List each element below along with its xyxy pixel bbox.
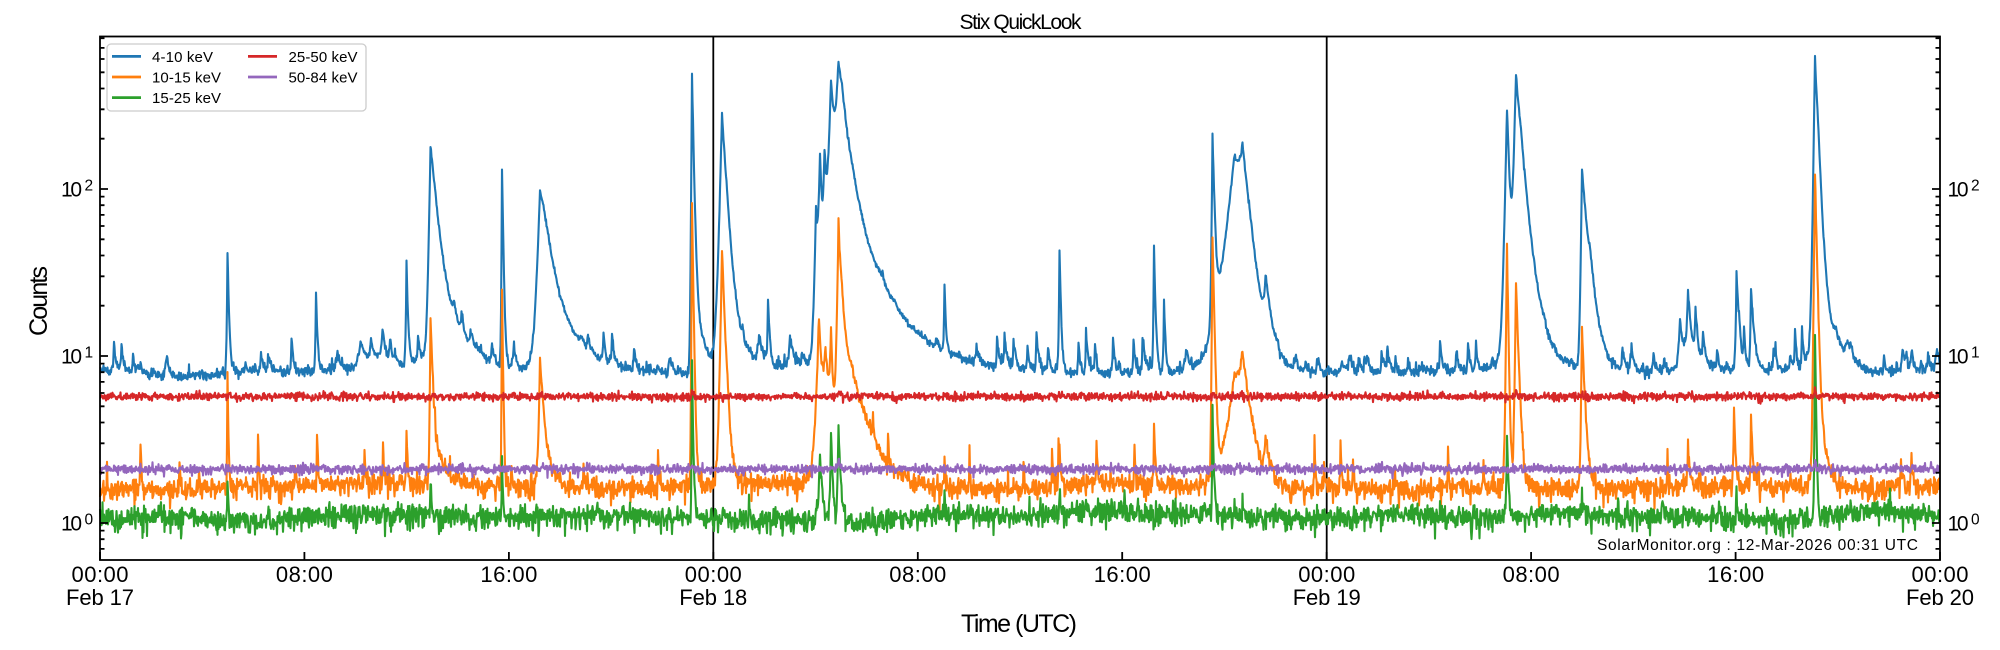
svg-text:10: 10 — [61, 513, 82, 536]
svg-text:08:00: 08:00 — [1503, 562, 1560, 587]
svg-text:1: 1 — [85, 345, 94, 362]
svg-text:10: 10 — [1948, 179, 1969, 202]
svg-text:Feb 19: Feb 19 — [1293, 585, 1361, 610]
svg-text:10: 10 — [61, 346, 82, 369]
svg-text:2: 2 — [85, 178, 94, 195]
svg-text:10: 10 — [1948, 346, 1969, 369]
svg-text:00:00: 00:00 — [1298, 562, 1355, 587]
svg-text:00:00: 00:00 — [685, 562, 742, 587]
svg-text:Feb 20: Feb 20 — [1906, 585, 1974, 610]
svg-text:0: 0 — [1971, 512, 1980, 529]
svg-text:08:00: 08:00 — [276, 562, 333, 587]
svg-text:15-25 keV: 15-25 keV — [152, 90, 221, 107]
svg-text:25-50 keV: 25-50 keV — [289, 49, 358, 66]
svg-text:10: 10 — [61, 179, 82, 202]
svg-text:10-15 keV: 10-15 keV — [152, 69, 221, 86]
svg-text:Counts: Counts — [25, 266, 53, 336]
svg-text:Feb 18: Feb 18 — [679, 585, 747, 610]
svg-text:SolarMonitor.org : 12-Mar-2026: SolarMonitor.org : 12-Mar-2026 00:31 UTC — [1597, 537, 1918, 554]
svg-text:Stix QuickLook: Stix QuickLook — [960, 11, 1083, 34]
svg-text:50-84 keV: 50-84 keV — [289, 69, 358, 86]
svg-text:16:00: 16:00 — [1094, 562, 1151, 587]
svg-text:00:00: 00:00 — [72, 562, 129, 587]
svg-text:16:00: 16:00 — [480, 562, 537, 587]
svg-text:Feb 17: Feb 17 — [66, 585, 134, 610]
svg-text:Time (UTC): Time (UTC) — [961, 610, 1077, 638]
svg-text:08:00: 08:00 — [889, 562, 946, 587]
svg-text:4-10 keV: 4-10 keV — [152, 49, 213, 66]
svg-text:1: 1 — [1971, 345, 1980, 362]
svg-text:16:00: 16:00 — [1707, 562, 1764, 587]
svg-text:0: 0 — [85, 512, 94, 529]
svg-text:00:00: 00:00 — [1912, 562, 1969, 587]
svg-text:10: 10 — [1948, 513, 1969, 536]
svg-text:2: 2 — [1971, 178, 1980, 195]
